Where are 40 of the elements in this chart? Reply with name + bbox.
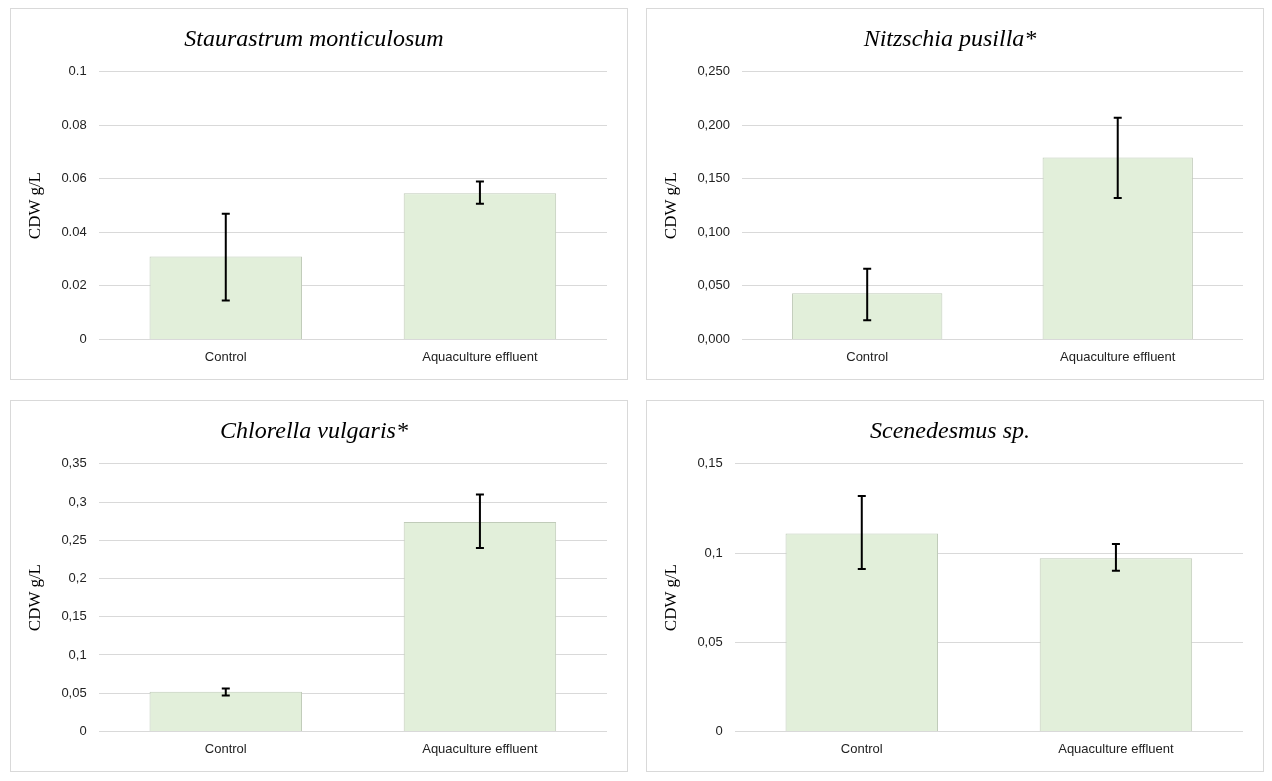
chart-title: Staurastrum monticulosum: [184, 24, 444, 51]
y-axis-title: CDW g/L: [660, 171, 680, 240]
x-tick-label: Aquaculture effluent: [1060, 348, 1176, 364]
y-tick-label: 0,200: [697, 116, 730, 132]
chart-title: Scenedesmus sp.: [870, 416, 1030, 443]
y-tick-label: 0: [715, 722, 723, 738]
y-tick-label: 0,05: [61, 684, 87, 700]
y-tick-label: 0,000: [697, 330, 730, 346]
y-tick-label: 0.02: [61, 277, 87, 293]
y-tick-label: 0,15: [61, 608, 87, 624]
y-tick-label: 0,3: [68, 493, 87, 509]
y-tick-label: 0,1: [68, 646, 87, 662]
x-tick-label: Control: [840, 740, 883, 756]
y-tick-label: 0,250: [697, 63, 730, 79]
x-tick-label: Aquaculture effluent: [422, 348, 539, 364]
x-tick-label: Control: [204, 348, 247, 364]
y-tick-label: 0.08: [61, 116, 87, 132]
chart-title: Chlorella vulgaris*: [220, 416, 408, 443]
y-axis-title: CDW g/L: [660, 563, 680, 632]
y-axis-title: CDW g/L: [24, 563, 44, 632]
y-tick-label: 0,35: [61, 455, 87, 471]
y-tick-label: 0: [79, 722, 87, 738]
y-tick-label: 0,050: [697, 277, 730, 293]
y-tick-label: 0.06: [61, 170, 87, 186]
x-tick-label: Aquaculture effluent: [1058, 740, 1175, 756]
y-tick-label: 0,2: [68, 570, 87, 586]
y-axis-title: CDW g/L: [24, 171, 44, 240]
y-tick-label: 0,150: [697, 170, 730, 186]
y-tick-label: 0,15: [697, 455, 723, 471]
y-tick-label: 0,05: [697, 633, 723, 649]
y-tick-label: 0.04: [61, 223, 87, 239]
y-tick-label: 0,100: [697, 223, 730, 239]
y-tick-label: 0,1: [704, 544, 723, 560]
y-tick-label: 0: [79, 330, 87, 346]
x-tick-label: Control: [846, 348, 889, 364]
y-tick-label: 0,25: [61, 531, 87, 547]
x-tick-label: Control: [204, 740, 247, 756]
x-tick-label: Aquaculture effluent: [422, 740, 539, 756]
y-tick-label: 0.1: [68, 63, 87, 79]
chart-title: Nitzschia pusilla*: [862, 24, 1037, 51]
